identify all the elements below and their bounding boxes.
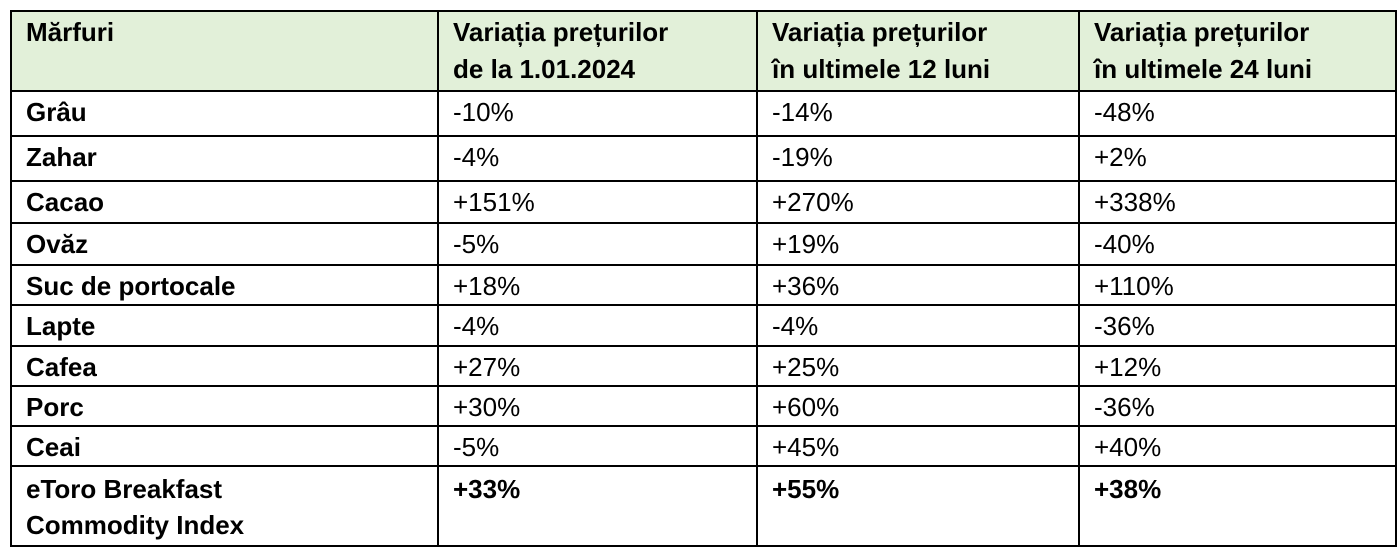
price-change: +338%: [1078, 180, 1397, 224]
table-row: Suc de portocale +18% +36% +110%: [10, 264, 1397, 306]
price-change: +33%: [437, 465, 758, 547]
price-change: -36%: [1078, 385, 1397, 427]
price-change: -4%: [437, 135, 758, 182]
header-row: Mărfuri Variația prețurilor de la 1.01.20…: [10, 10, 1397, 92]
price-change: +55%: [756, 465, 1080, 547]
header-cell: Variația prețurilor în ultimele 12 luni: [756, 10, 1080, 92]
commodity-name: Zahar: [10, 135, 439, 182]
table-row: Cacao +151% +270% +338%: [10, 180, 1397, 224]
price-change: +12%: [1078, 345, 1397, 387]
table-row: eToro Breakfast Commodity Index +33% +55% +…: [10, 465, 1397, 547]
price-change: +40%: [1078, 425, 1397, 467]
price-change: -48%: [1078, 90, 1397, 137]
header-cell: Variația prețurilor în ultimele 24 luni: [1078, 10, 1397, 92]
commodity-table: Mărfuri Variația prețurilor de la 1.01.20…: [10, 10, 1397, 547]
price-change: +2%: [1078, 135, 1397, 182]
commodity-name: Porc: [10, 385, 439, 427]
price-change: -19%: [756, 135, 1080, 182]
price-change: -4%: [437, 304, 758, 347]
price-change: +60%: [756, 385, 1080, 427]
table-row: Ceai -5% +45% +40%: [10, 425, 1397, 467]
commodity-name: Grâu: [10, 90, 439, 137]
price-change: +27%: [437, 345, 758, 387]
price-change: +25%: [756, 345, 1080, 387]
price-change: +30%: [437, 385, 758, 427]
price-change: +36%: [756, 264, 1080, 306]
commodity-name: Ceai: [10, 425, 439, 467]
price-change: -5%: [437, 222, 758, 266]
commodity-name: Ovăz: [10, 222, 439, 266]
table-row: Zahar -4% -19% +2%: [10, 135, 1397, 182]
commodity-name: Suc de portocale: [10, 264, 439, 306]
price-change: -40%: [1078, 222, 1397, 266]
table-row: Lapte -4% -4% -36%: [10, 304, 1397, 347]
price-change: +18%: [437, 264, 758, 306]
commodity-name: eToro Breakfast Commodity Index: [10, 465, 439, 547]
price-change: +151%: [437, 180, 758, 224]
price-change: +19%: [756, 222, 1080, 266]
table-row: Ovăz -5% +19% -40%: [10, 222, 1397, 266]
commodity-name: Lapte: [10, 304, 439, 347]
price-change: +270%: [756, 180, 1080, 224]
table-row: Porc +30% +60% -36%: [10, 385, 1397, 427]
price-change: -5%: [437, 425, 758, 467]
price-change: +38%: [1078, 465, 1397, 547]
price-change: -10%: [437, 90, 758, 137]
table-row: Grâu -10% -14% -48%: [10, 90, 1397, 137]
price-change: -36%: [1078, 304, 1397, 347]
price-change: +45%: [756, 425, 1080, 467]
commodity-name: Cacao: [10, 180, 439, 224]
table-row: Cafea +27% +25% +12%: [10, 345, 1397, 387]
commodity-name: Cafea: [10, 345, 439, 387]
header-cell: Variația prețurilor de la 1.01.2024: [437, 10, 758, 92]
price-change: -14%: [756, 90, 1080, 137]
header-cell: Mărfuri: [10, 10, 439, 92]
price-change: -4%: [756, 304, 1080, 347]
price-change: +110%: [1078, 264, 1397, 306]
